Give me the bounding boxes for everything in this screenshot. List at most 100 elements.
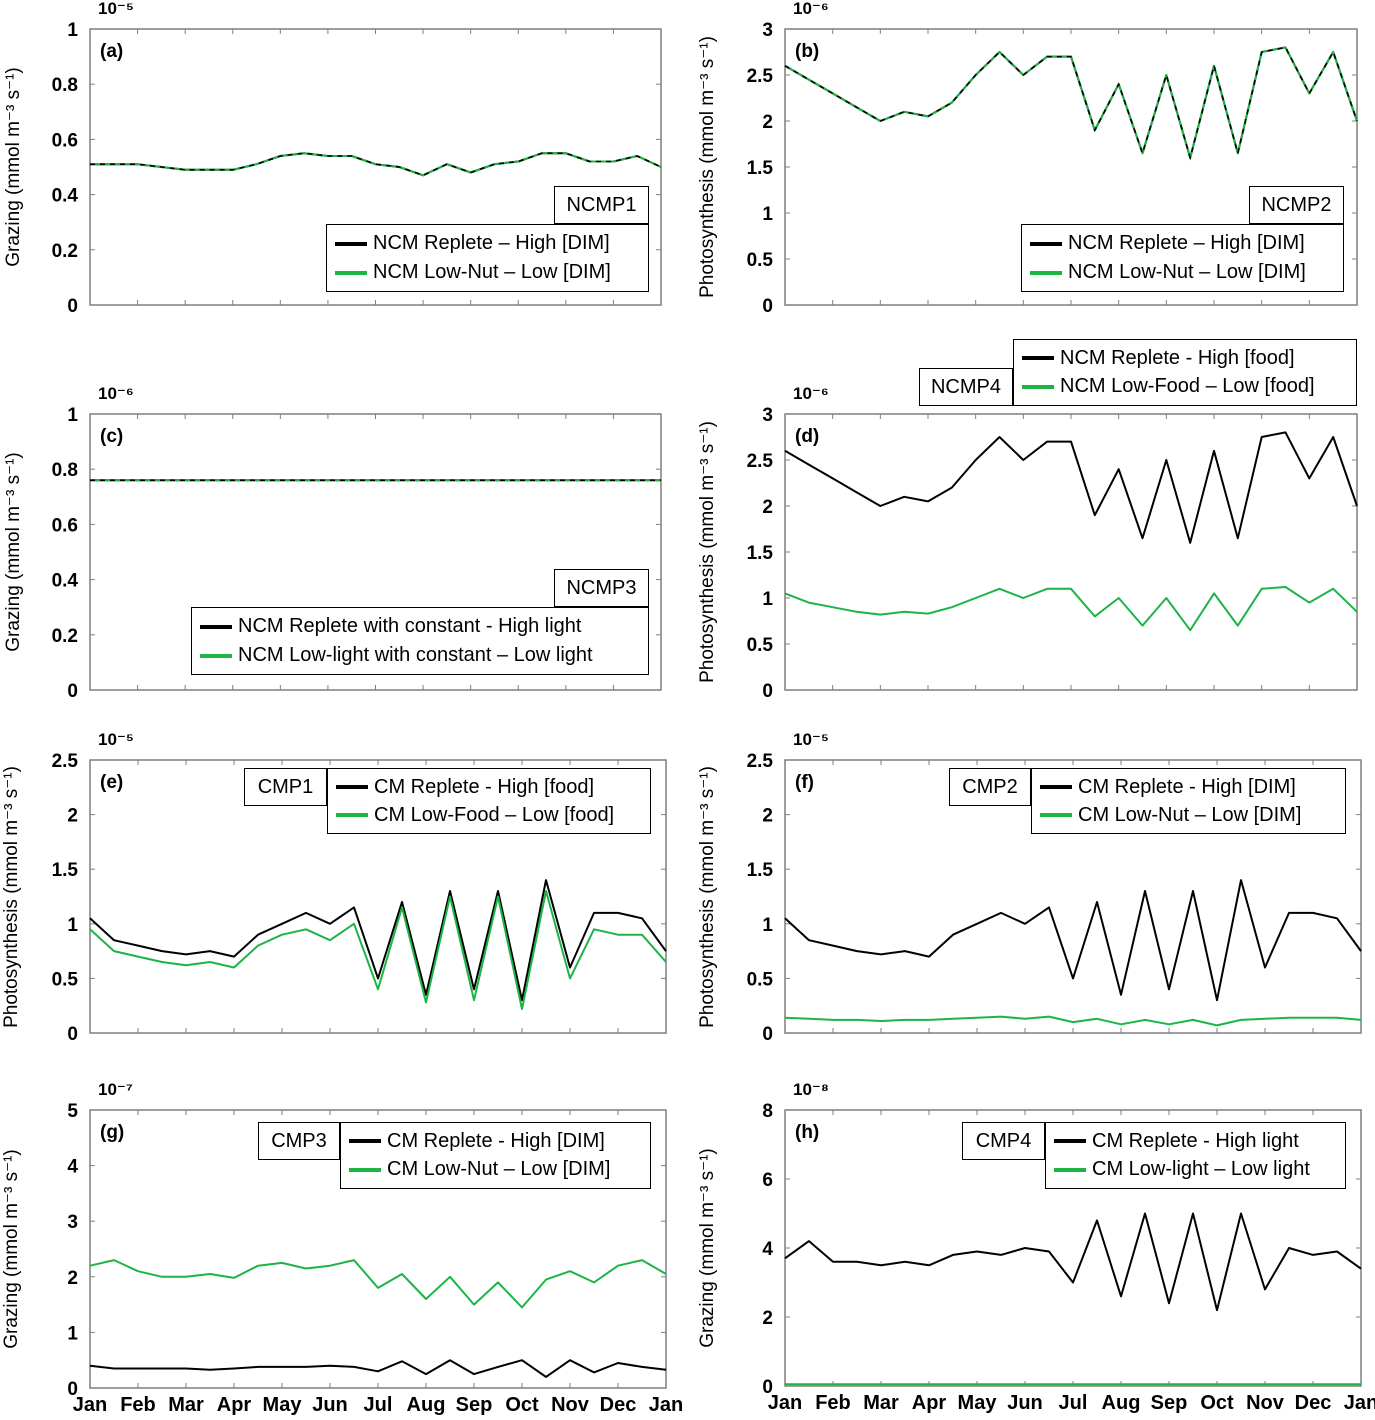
legend-swatch xyxy=(1022,384,1054,389)
y-tick-label: 0 xyxy=(762,1377,773,1398)
y-tick-label: 0.6 xyxy=(52,515,78,536)
x-tick-label: Nov xyxy=(1246,1392,1284,1414)
y-tick-label: 0 xyxy=(67,681,78,702)
y-tick-label: 2 xyxy=(762,806,773,827)
y-tick-label: 2.5 xyxy=(52,751,79,772)
x-tick-label: Dec xyxy=(599,1394,637,1416)
y-tick-label: 0 xyxy=(762,1024,773,1045)
x-tick-label: Aug xyxy=(1101,1392,1141,1414)
legend: NCM Replete - High [food] NCM Low-Food – … xyxy=(1013,339,1357,406)
series-line-green xyxy=(89,890,667,1010)
y-tick-label: 0.6 xyxy=(52,130,78,151)
y-axis-label: Photosynthesis (mmol m⁻³ s⁻¹) xyxy=(697,765,718,1028)
legend-tag: NCMP3 xyxy=(554,569,649,607)
axis-multiplier: 10⁻⁷ xyxy=(98,1080,133,1099)
y-tick-label: 4 xyxy=(762,1239,773,1260)
y-axis-label: Grazing (mmol m⁻³ s⁻¹) xyxy=(3,67,24,267)
legend-entry: CM Replete - High light xyxy=(1054,1130,1337,1153)
legend-label: CM Low-light – Low light xyxy=(1092,1158,1310,1181)
legend-entry: CM Replete - High [DIM] xyxy=(1040,776,1337,799)
y-axis-label: Grazing (mmol m⁻³ s⁻¹) xyxy=(697,1148,718,1348)
y-tick-label: 1 xyxy=(67,915,78,936)
y-tick-label: 0 xyxy=(67,1379,78,1400)
legend-entry: NCM Low-Food – Low [food] xyxy=(1022,375,1348,398)
x-tick-label: Apr xyxy=(216,1394,252,1416)
legend-entry: NCM Replete with constant - High light xyxy=(200,615,640,638)
legend: NCM Replete – High [DIM] NCM Low-Nut – Lo… xyxy=(326,224,649,292)
legend-label: NCM Replete with constant - High light xyxy=(238,615,582,637)
legend: CM Replete - High [DIM] CM Low-Nut – Low … xyxy=(340,1122,651,1189)
x-tick-label: Jun xyxy=(312,1394,348,1416)
y-tick-label: 0.8 xyxy=(52,460,78,481)
y-tick-label: 0 xyxy=(67,296,78,317)
panel-d: 0 0.5 1 1.5 2 2.5 3 (d) xyxy=(747,405,1358,702)
x-tick-label: Jan xyxy=(1343,1392,1375,1414)
x-tick-label: Feb xyxy=(815,1392,851,1414)
series-line-green xyxy=(784,46,1358,159)
legend-swatch xyxy=(335,270,367,275)
legend-entry: NCM Low-Nut – Low [DIM] xyxy=(1030,261,1335,284)
legend-swatch xyxy=(336,785,368,789)
panel-e: 0 0.5 1 1.5 2 2.5 (e) xyxy=(52,751,667,1045)
legend-swatch xyxy=(1054,1167,1086,1172)
y-tick-label: 1 xyxy=(67,20,78,41)
legend: NCM Replete – High [DIM] NCM Low-Nut – Lo… xyxy=(1021,224,1344,292)
legend-label: NCM Low-Nut – Low [DIM] xyxy=(1068,261,1306,283)
x-tick-label: Jan xyxy=(648,1394,684,1416)
legend: NCM Replete with constant - High light NC… xyxy=(191,607,649,675)
legend-swatch xyxy=(1040,813,1072,817)
x-tick-label: Oct xyxy=(1200,1392,1234,1414)
y-tick-label: 1 xyxy=(762,915,773,936)
legend-swatch xyxy=(349,1167,381,1172)
y-tick-label: 0.2 xyxy=(52,241,78,262)
y-tick-label: 0 xyxy=(762,681,773,702)
panel-label: (g) xyxy=(100,1122,124,1143)
x-tick-label: Jul xyxy=(363,1394,393,1416)
legend-swatch xyxy=(335,241,367,246)
panel-label: (e) xyxy=(100,772,123,793)
legend-label: NCM Replete – High [DIM] xyxy=(373,232,610,254)
x-tick-label: Sep xyxy=(455,1394,493,1416)
legend-label: NCM Low-light with constant – Low light xyxy=(238,644,593,666)
y-tick-label: 0.5 xyxy=(747,635,774,656)
x-tick-label: Sep xyxy=(1150,1392,1188,1414)
series-line-black xyxy=(89,879,667,1002)
plot-frame xyxy=(784,413,1358,691)
series-line-green xyxy=(784,1015,1362,1027)
y-tick-label: 0.4 xyxy=(52,571,79,592)
legend-swatch xyxy=(200,624,232,629)
legend-entry: NCM Low-Nut – Low [DIM] xyxy=(335,261,640,284)
y-tick-label: 8 xyxy=(762,1101,773,1122)
x-tick-label: May xyxy=(957,1392,997,1414)
legend-label: NCM Low-Food – Low [food] xyxy=(1060,375,1315,398)
legend-entry: CM Low-light – Low light xyxy=(1054,1158,1337,1181)
y-tick-label: 2 xyxy=(762,1308,773,1329)
y-tick-label: 2 xyxy=(762,112,773,133)
y-tick-label: 1 xyxy=(762,204,773,225)
legend-entry: CM Replete - High [food] xyxy=(336,776,642,799)
panel-label: (d) xyxy=(795,426,819,447)
series-line-green xyxy=(89,1259,667,1309)
axis-multiplier: 10⁻⁶ xyxy=(793,0,829,18)
panel-label: (b) xyxy=(795,41,819,62)
x-tick-label: Jul xyxy=(1058,1392,1088,1414)
series-line-black xyxy=(89,1359,667,1378)
legend-swatch xyxy=(336,813,368,817)
y-axis-label: Grazing (mmol m⁻³ s⁻¹) xyxy=(1,1149,22,1349)
legend-swatch xyxy=(200,653,232,658)
y-tick-label: 0.2 xyxy=(52,626,78,647)
legend-entry: CM Low-Food – Low [food] xyxy=(336,804,642,827)
legend: CM Replete - High light CM Low-light – Lo… xyxy=(1045,1122,1346,1189)
y-tick-label: 2.5 xyxy=(747,751,774,772)
x-tick-label: Nov xyxy=(551,1394,589,1416)
y-tick-label: 0 xyxy=(67,1024,78,1045)
axis-multiplier: 10⁻⁵ xyxy=(793,730,829,749)
legend-tag: CMP2 xyxy=(949,768,1031,806)
legend-label: CM Replete - High light xyxy=(1092,1129,1299,1152)
panel-c: 0 0.2 0.4 0.6 0.8 1 (c) xyxy=(52,405,662,702)
legend-entry: CM Low-Nut – Low [DIM] xyxy=(1040,804,1337,827)
panel-label: (c) xyxy=(100,426,123,447)
x-tick-label: Mar xyxy=(863,1392,899,1414)
y-tick-label: 1.5 xyxy=(52,860,79,881)
panel-a: 0 0.2 0.4 0.6 0.8 1 (a) xyxy=(52,20,662,317)
